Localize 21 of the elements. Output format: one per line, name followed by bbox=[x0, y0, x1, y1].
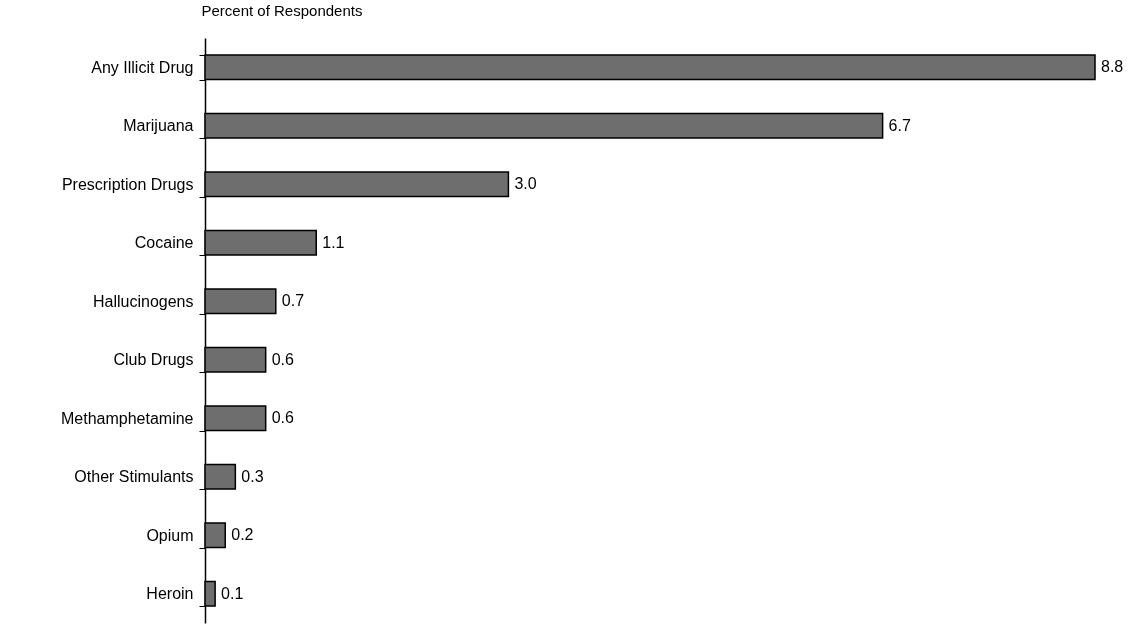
y-tick-label: Methamphetamine bbox=[60, 409, 194, 427]
y-tick-label: Prescription Drugs bbox=[61, 175, 194, 193]
data-label: 8.8 bbox=[1101, 58, 1124, 76]
data-label: 6.7 bbox=[888, 116, 911, 134]
data-label: 0.3 bbox=[241, 467, 264, 485]
y-tick-label: Marijuana bbox=[123, 117, 194, 135]
data-label: 0.7 bbox=[281, 292, 305, 310]
y-tick-label: Any Illicit Drug bbox=[91, 58, 194, 76]
x-axis-title: Percent of Respondents bbox=[201, 1, 363, 19]
data-label: 0.6 bbox=[271, 409, 295, 427]
y-tick-label: Club Drugs bbox=[113, 351, 194, 369]
y-tick-label: Opium bbox=[146, 526, 194, 544]
y-tick-label: Hallucinogens bbox=[92, 292, 194, 310]
data-label: 1.1 bbox=[322, 233, 345, 251]
data-label: 0.1 bbox=[221, 584, 244, 602]
y-tick-label: Heroin bbox=[146, 585, 194, 603]
y-tick-label: Other Stimulants bbox=[74, 468, 194, 486]
data-label: 3.0 bbox=[514, 175, 537, 193]
y-tick-label: Cocaine bbox=[134, 234, 194, 252]
data-label: 0.2 bbox=[231, 526, 254, 544]
data-label: 0.6 bbox=[271, 350, 295, 368]
